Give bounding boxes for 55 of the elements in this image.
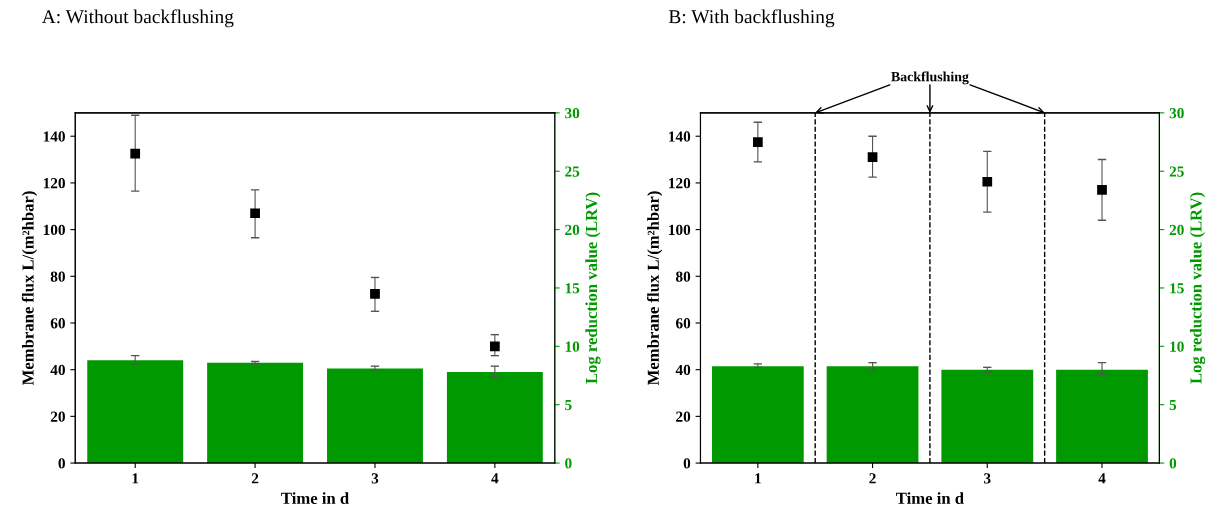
y-tick-label: 20 [676, 411, 691, 422]
x-tick-label: 4 [491, 473, 499, 484]
y-tick-label: 140 [43, 131, 65, 142]
y-tick-label: 0 [683, 458, 691, 469]
point [130, 148, 141, 159]
y2-tick-label: 5 [1169, 399, 1177, 411]
point [982, 176, 993, 187]
y-tick-label: 20 [50, 411, 65, 422]
text: Backflushing [891, 71, 969, 85]
x-tick-label: 3 [984, 473, 991, 484]
y-tick-label: 120 [669, 178, 691, 189]
y2-tick-label: 30 [1169, 108, 1184, 119]
y-tick-label: 100 [669, 224, 691, 236]
point [867, 152, 878, 163]
x-tick-label: 2 [251, 473, 259, 484]
y-tick-label: 40 [50, 364, 65, 376]
y2-axis-title: Log reduction value (LRV) [1189, 192, 1206, 384]
x-tick-label: 1 [755, 473, 761, 484]
y-tick-label: 40 [675, 364, 691, 376]
y2-tick-label: 15 [565, 283, 580, 294]
x-axis-title: Time in d [281, 492, 349, 504]
y-axis-title: Membrane flux L/(m²hbar) [647, 191, 663, 386]
y2-axis-title: Log reduction value (LRV) [585, 192, 601, 384]
point [370, 288, 380, 299]
y-tick-label: 80 [50, 271, 65, 282]
y2-tick-label: 0 [1169, 458, 1177, 469]
x-tick-label: 3 [371, 473, 379, 484]
y-tick-label: 60 [676, 318, 691, 329]
y-tick-label: 100 [43, 224, 65, 236]
point [752, 137, 763, 147]
point [250, 208, 260, 219]
y-tick-label: 0 [58, 458, 65, 469]
y2-tick-label: 20 [1169, 224, 1184, 236]
y2-tick-label: 0 [565, 458, 572, 469]
y2-tick-label: 25 [565, 166, 580, 177]
y-axis-title: Membrane flux L/(m²hbar) [21, 191, 38, 386]
y2-tick-label: 25 [1169, 166, 1184, 177]
y2-tick-label: 20 [565, 224, 580, 236]
x-tick-label: 1 [132, 473, 139, 484]
chart-title: A: Without backflushing [41, 9, 234, 28]
chart-title: B: With backflushing [668, 9, 835, 28]
y2-tick-label: 30 [565, 108, 580, 119]
y2-tick-label: 5 [565, 399, 572, 411]
point [1097, 185, 1107, 195]
y-tick-label: 120 [43, 178, 65, 189]
y-tick-label: 80 [675, 271, 691, 282]
y2-tick-label: 10 [1170, 341, 1184, 352]
y-tick-label: 60 [50, 318, 65, 329]
x-axis-title: Time in d [896, 492, 964, 504]
y2-tick-label: 10 [565, 341, 580, 352]
y-tick-label: 140 [669, 131, 691, 142]
x-tick-label: 4 [1098, 473, 1106, 484]
point [489, 341, 500, 352]
x-tick-label: 2 [869, 473, 876, 484]
y2-tick-label: 15 [1170, 283, 1184, 294]
